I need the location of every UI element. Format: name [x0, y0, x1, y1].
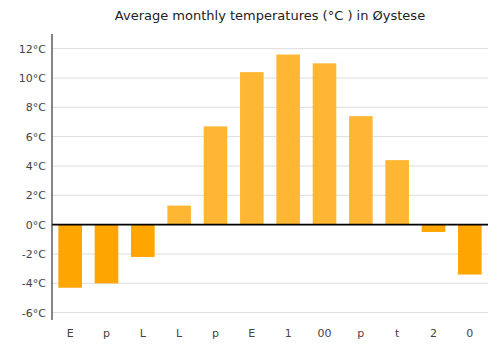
bar: [458, 225, 482, 275]
grid: [52, 49, 488, 313]
x-tick-label: p: [103, 327, 110, 340]
bar: [167, 206, 191, 225]
y-axis-line: [51, 34, 52, 320]
bar: [276, 55, 300, 225]
grid-line: [52, 166, 488, 167]
bar: [95, 225, 119, 284]
grid-line: [52, 78, 488, 79]
y-tick-label: 8°C: [26, 101, 46, 114]
grid-line: [52, 136, 488, 137]
y-tick-label: 12°C: [19, 43, 46, 56]
x-tick-label: p: [212, 327, 219, 340]
x-tick-label: L: [176, 327, 183, 340]
x-tick-label: E: [248, 327, 255, 340]
x-tick-label: 0: [466, 327, 473, 340]
chart: Average monthly temperatures (°C ) in Øy…: [0, 0, 500, 350]
x-tick-label: p: [357, 327, 364, 340]
x-tick-label: 1: [285, 327, 292, 340]
y-tick-label: -2°C: [22, 248, 46, 261]
y-tick-label: -6°C: [22, 307, 46, 320]
bar: [58, 225, 82, 288]
y-tick-label: 4°C: [26, 160, 46, 173]
y-tick-label: 6°C: [26, 131, 46, 144]
x-tick-label: E: [67, 327, 74, 340]
y-tick-label: 2°C: [26, 189, 46, 202]
grid-line: [52, 107, 488, 108]
x-tick-label: 2: [430, 327, 437, 340]
x-tick-label: L: [140, 327, 147, 340]
bar: [204, 126, 228, 224]
y-tick-label: 10°C: [19, 72, 46, 85]
bar: [313, 63, 337, 224]
title: Average monthly temperatures (°C ) in Øy…: [115, 8, 425, 23]
grid-line: [52, 312, 488, 313]
bar: [131, 225, 155, 257]
bar: [385, 160, 409, 225]
x-tick-label: t: [395, 327, 400, 340]
y-tick-label: -4°C: [22, 277, 46, 290]
y-tick-label: 0°C: [26, 219, 46, 232]
grid-line: [52, 224, 488, 225]
grid-line: [52, 48, 488, 49]
grid-line: [52, 195, 488, 196]
bar: [422, 225, 446, 232]
zero-line: [52, 224, 488, 226]
bar: [349, 116, 373, 225]
bar: [240, 72, 264, 225]
bars: [58, 55, 481, 288]
x-tick-label: 00: [318, 327, 332, 340]
